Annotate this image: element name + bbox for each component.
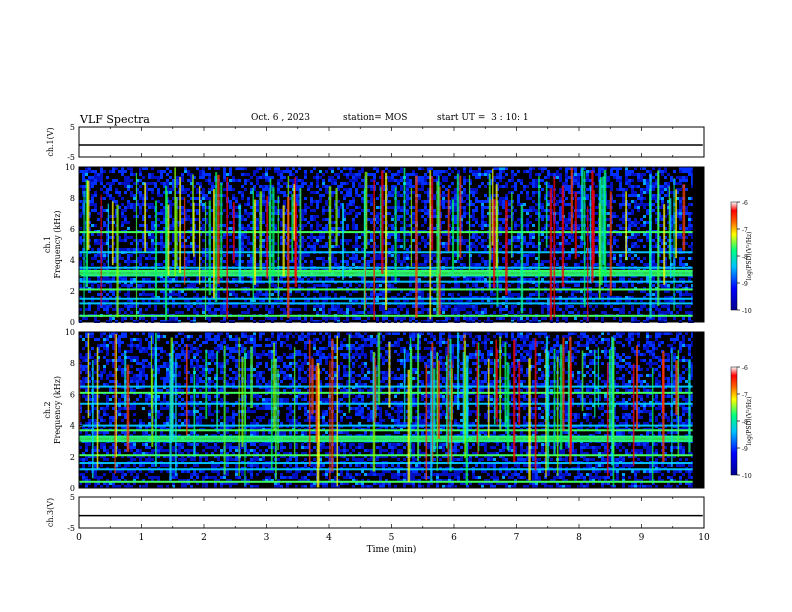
x-axis-label: Time (min) (367, 544, 417, 555)
ch1-spectrogram-ytick-label: 10 (65, 163, 75, 172)
xtick-label: 9 (639, 533, 645, 543)
xtick-label: 7 (514, 533, 520, 543)
ch2-spectrogram-bands (79, 385, 693, 483)
xtick-label: 5 (389, 533, 395, 543)
xtick-label: 8 (576, 533, 582, 543)
ch1-spectrogram-ytick-label: 4 (70, 256, 75, 265)
ch2-spectrogram-colorbar (730, 366, 738, 476)
ch2-spectrogram-ytick-label: 4 (70, 422, 75, 431)
xtick-label: 2 (201, 533, 207, 543)
ch2-spectrogram-colorbar-tick-label: -6 (742, 365, 748, 372)
ch2-spectrogram-sferics (79, 332, 704, 488)
xtick-label: 10 (698, 533, 710, 543)
ch1-spectrogram-colorbar-tick-label: -7 (742, 227, 748, 234)
ch1-spectrogram-ytick-label: 2 (70, 287, 75, 296)
ch2-spectrogram-colorbar-label: log(PSD)(V²/Hz) (746, 397, 753, 446)
ch1-spectrogram-colorbar-label: log(PSD)(V²/Hz) (746, 232, 753, 281)
ch1-spectrogram-sferics (83, 167, 704, 322)
ch1-waveform-frame (78, 126, 705, 158)
ch1-waveform-ytick-label: -5 (67, 153, 75, 162)
plot-title: VLF Spectra (80, 113, 150, 126)
ch2-spectrogram-ylabel: ch.2Frequency (kHz) (43, 376, 62, 444)
ch2-spectrogram-ytick-label: 0 (70, 484, 75, 493)
ch2-spectrogram-ytick-label: 8 (70, 359, 75, 368)
ch3-waveform-ytick-label: 5 (70, 493, 75, 502)
ch1-spectrogram-colorbar-tick-label: -8 (742, 254, 748, 261)
ch1-waveform-ytick-label: 5 (70, 123, 75, 132)
ch2-spectrogram-ytick-label: 10 (65, 328, 75, 337)
ch1-waveform-ylabel: ch.1(V) (46, 127, 55, 156)
ch2-spectrogram-colorbar-tick-label: -10 (742, 473, 752, 480)
ch1-spectrogram-colorbar-tick-label: -6 (742, 200, 748, 207)
date-label: Oct. 6 , 2023 (251, 113, 310, 123)
ch2-spectrogram-colorbar-tick-label: -7 (742, 392, 748, 399)
ch1-spectrogram-ylabel: ch.1Frequency (kHz) (43, 210, 62, 278)
xtick-label: 4 (326, 533, 332, 543)
ch2-spectrogram-ytick-label: 2 (70, 453, 75, 462)
xtick-label: 3 (264, 533, 270, 543)
ch2-spectrogram-colorbar-tick-label: -9 (742, 446, 748, 453)
ch3-waveform-frame (78, 496, 705, 529)
station-label: station= MOS (343, 113, 408, 123)
ch1-spectrogram-ytick-label: 6 (70, 225, 75, 234)
xtick-label: 6 (451, 533, 457, 543)
ch1-spectrogram-colorbar-tick-label: -10 (742, 308, 752, 315)
ch2-spectrogram-colorbar-tick-label: -8 (742, 419, 748, 426)
ch1-spectrogram-ytick-label: 8 (70, 194, 75, 203)
ch3-waveform-ytick-label: -5 (67, 524, 75, 533)
ch2-spectrogram-ytick-label: 6 (70, 390, 75, 399)
xtick-label: 0 (76, 533, 82, 543)
ch1-spectrogram-ytick-label: 0 (70, 318, 75, 327)
ch1-spectrogram-colorbar-tick-label: -9 (742, 281, 748, 288)
ch3-waveform-ylabel: ch.3(V) (46, 498, 55, 527)
ch1-spectrogram-colorbar (730, 201, 738, 311)
start-ut-label: start UT = 3 : 10: 1 (437, 113, 529, 123)
xtick-label: 1 (139, 533, 145, 543)
